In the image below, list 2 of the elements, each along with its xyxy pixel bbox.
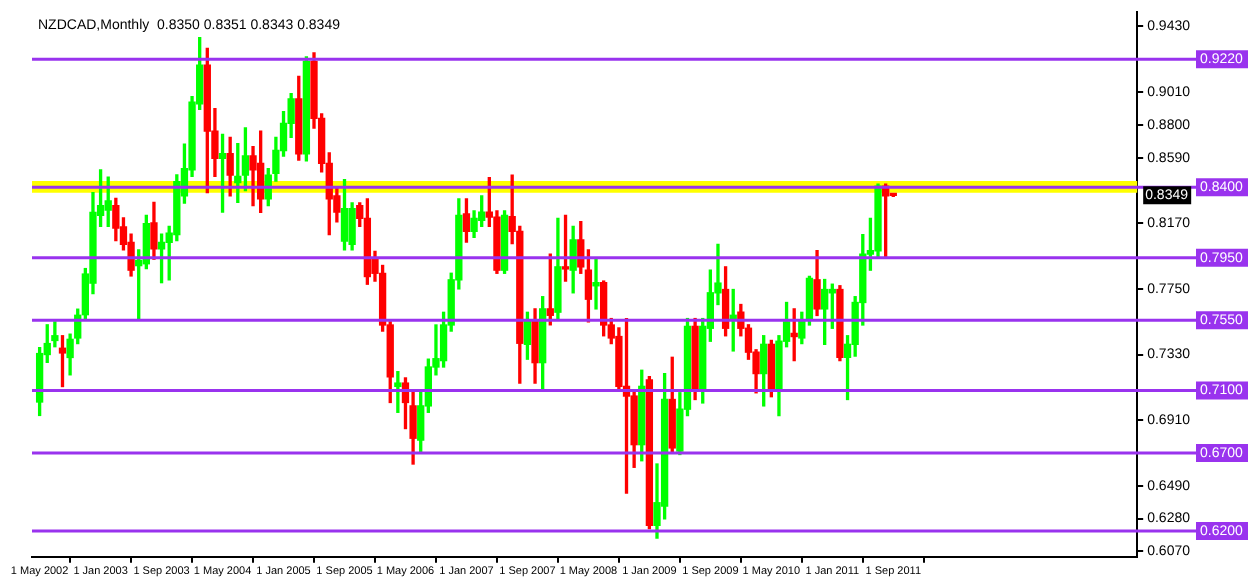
candlestick xyxy=(394,371,402,413)
candlestick xyxy=(592,256,600,310)
